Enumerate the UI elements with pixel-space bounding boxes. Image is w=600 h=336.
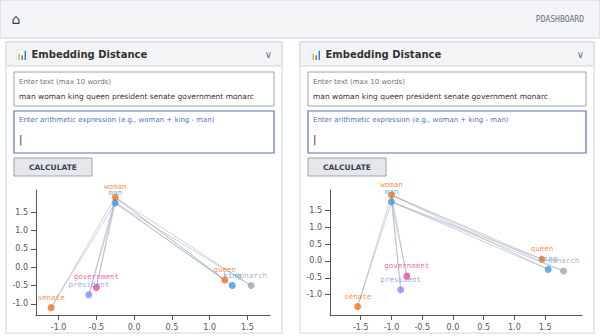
svg-text:man: man	[108, 188, 122, 197]
svg-text:∨: ∨	[265, 49, 272, 60]
svg-text:president: president	[380, 275, 421, 284]
svg-text:man woman king queen president: man woman king queen president senate go…	[19, 92, 254, 101]
svg-text:0.0: 0.0	[15, 263, 28, 272]
svg-text:⌂: ⌂	[12, 11, 21, 27]
svg-text:1.5: 1.5	[309, 206, 322, 215]
svg-text:Enter arithmetic expression (e: Enter arithmetic expression (e.g., woman…	[313, 116, 509, 124]
svg-text:monarch: monarch	[548, 256, 580, 265]
svg-text:📊 Embedding Distance: 📊 Embedding Distance	[16, 48, 147, 61]
svg-text:📊 Embedding Distance: 📊 Embedding Distance	[310, 48, 441, 61]
svg-text:|: |	[19, 134, 22, 146]
svg-text:-0.5: -0.5	[306, 273, 322, 282]
svg-text:Enter arithmetic expression (e: Enter arithmetic expression (e.g., woman…	[19, 116, 215, 124]
svg-text:government: government	[384, 261, 429, 270]
svg-text:0.5: 0.5	[15, 244, 28, 253]
svg-text:-0.5: -0.5	[12, 281, 28, 290]
svg-text:-1.0: -1.0	[51, 323, 67, 332]
svg-text:-1.5: -1.5	[353, 323, 369, 332]
svg-text:1.5: 1.5	[15, 208, 28, 217]
svg-text:-1.0: -1.0	[384, 323, 400, 332]
svg-text:0.5: 0.5	[477, 323, 490, 332]
svg-text:government: government	[73, 272, 119, 282]
svg-text:1.5: 1.5	[241, 323, 254, 332]
svg-text:CALCULATE: CALCULATE	[323, 163, 371, 172]
svg-text:PDASHBOARD: PDASHBOARD	[536, 15, 584, 24]
svg-text:∨: ∨	[577, 49, 584, 60]
svg-text:man woman king queen president: man woman king queen president senate go…	[313, 92, 548, 101]
svg-text:-1.0: -1.0	[306, 290, 322, 299]
svg-text:|: |	[313, 134, 316, 146]
svg-text:woman: woman	[380, 180, 403, 190]
svg-text:0.0: 0.0	[309, 256, 322, 265]
svg-text:1.0: 1.0	[15, 226, 28, 235]
svg-text:1.0: 1.0	[203, 323, 216, 332]
svg-text:1.0: 1.0	[508, 323, 521, 332]
svg-text:1.0: 1.0	[309, 223, 322, 232]
svg-text:CALCULATE: CALCULATE	[29, 163, 77, 172]
svg-text:queen: queen	[531, 244, 554, 253]
svg-text:0.5: 0.5	[309, 240, 322, 249]
svg-text:0.0: 0.0	[447, 323, 460, 332]
svg-text:Enter text (max 10 words): Enter text (max 10 words)	[19, 78, 111, 86]
svg-text:-0.5: -0.5	[414, 323, 430, 332]
svg-text:-0.5: -0.5	[89, 323, 105, 332]
svg-text:queen: queen	[213, 265, 236, 274]
svg-text:president: president	[69, 280, 110, 289]
svg-text:senate: senate	[344, 292, 372, 301]
svg-text:0.0: 0.0	[128, 323, 141, 332]
svg-text:0.5: 0.5	[166, 323, 179, 332]
svg-text:1.5: 1.5	[539, 323, 552, 332]
svg-text:-1.0: -1.0	[12, 299, 28, 308]
svg-text:woman: woman	[104, 182, 127, 192]
svg-text:man: man	[385, 187, 399, 196]
svg-text:senate: senate	[38, 293, 66, 302]
svg-text:Enter text (max 10 words): Enter text (max 10 words)	[313, 78, 405, 86]
svg-text:monarch: monarch	[235, 271, 267, 280]
